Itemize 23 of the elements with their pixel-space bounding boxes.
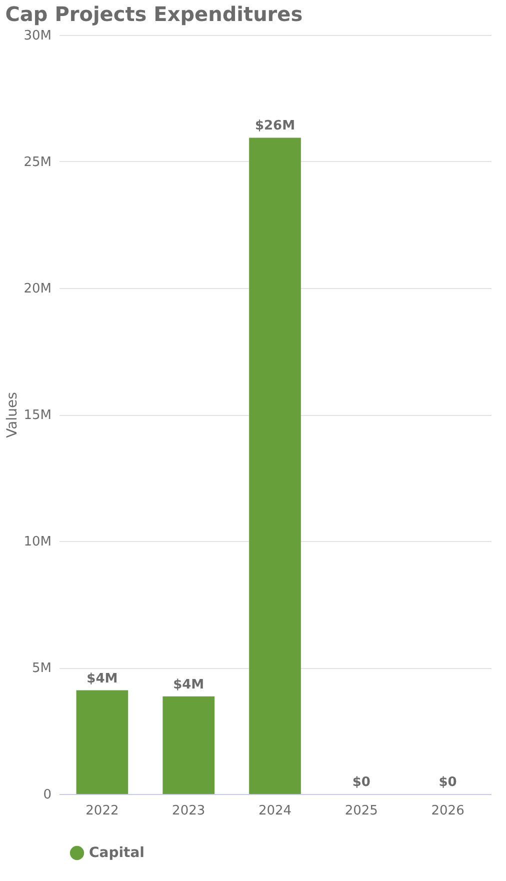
bar bbox=[76, 690, 128, 794]
y-tick-label: 25M bbox=[24, 155, 52, 170]
data-label: $4M bbox=[86, 671, 118, 686]
data-label: $26M bbox=[254, 118, 296, 134]
x-tick-label: 2023 bbox=[172, 804, 206, 818]
x-tick-label: 2026 bbox=[431, 804, 464, 818]
y-tick-label: 20M bbox=[24, 282, 52, 296]
bar bbox=[162, 696, 215, 794]
y-tick-label: 0 bbox=[43, 788, 52, 802]
data-label: $0 bbox=[352, 775, 370, 790]
data-label: $4M bbox=[173, 677, 204, 692]
bar bbox=[249, 138, 301, 794]
x-tick-label: 2025 bbox=[344, 804, 378, 818]
chart-title: Cap Projects Expenditures bbox=[5, 2, 303, 26]
legend-label: Capital bbox=[89, 845, 144, 861]
y-tick-label: 10M bbox=[24, 534, 52, 550]
y-tick-label: 30M bbox=[24, 28, 52, 44]
y-axis-title: Values bbox=[4, 392, 21, 438]
data-label: $0 bbox=[438, 775, 457, 790]
x-tick-label: 2022 bbox=[86, 804, 119, 818]
x-tick-label: 2024 bbox=[258, 804, 292, 818]
y-tick-label: 15M bbox=[24, 408, 52, 423]
y-tick-label: 5M bbox=[32, 661, 52, 676]
